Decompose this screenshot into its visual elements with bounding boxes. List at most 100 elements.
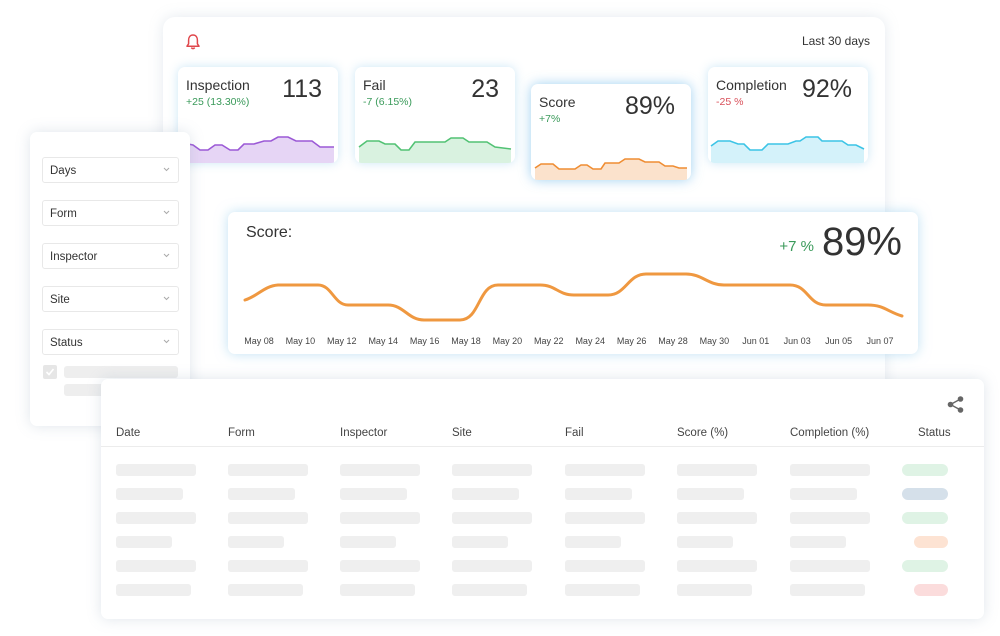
x-tick-label: Jun 01 bbox=[742, 336, 769, 346]
x-tick-label: May 18 bbox=[451, 336, 481, 346]
table-cell-placeholder bbox=[790, 560, 870, 572]
x-tick-label: May 10 bbox=[286, 336, 316, 346]
kpi-delta: -25 % bbox=[716, 96, 744, 108]
table-cell-placeholder bbox=[677, 512, 757, 524]
table-cell-placeholder bbox=[565, 512, 645, 524]
kpi-sparkline bbox=[358, 137, 512, 163]
x-tick-label: May 12 bbox=[327, 336, 357, 346]
kpi-value: 89% bbox=[624, 92, 675, 120]
table-cell-placeholder bbox=[452, 464, 532, 476]
table-cell-placeholder bbox=[116, 584, 191, 596]
filter-select-form[interactable]: Form bbox=[42, 200, 179, 226]
filter-label: Form bbox=[50, 208, 77, 220]
table-cell-placeholder bbox=[565, 584, 640, 596]
x-tick-label: May 14 bbox=[368, 336, 398, 346]
score-chart-title: Score: bbox=[246, 224, 293, 241]
filter-select-inspector[interactable]: Inspector bbox=[42, 243, 179, 269]
chevron-down-icon bbox=[163, 339, 170, 344]
score-chart-card[interactable]: Score: +7 % 89% May 08 May 10 May 12 May 14… bbox=[228, 212, 918, 354]
x-tick-label: May 08 bbox=[244, 336, 274, 346]
filter-select-days[interactable]: Days bbox=[42, 157, 179, 183]
x-tick-label: Jun 07 bbox=[866, 336, 893, 346]
table-cell-placeholder bbox=[116, 512, 196, 524]
kpi-card-score[interactable]: Score +7% 89% bbox=[531, 84, 691, 180]
kpi-value: 92% bbox=[801, 75, 852, 103]
table-cell-placeholder bbox=[340, 512, 420, 524]
kpi-card-completion[interactable]: Completion -25 % 92% bbox=[708, 67, 868, 163]
filter-label: Days bbox=[50, 165, 77, 177]
table-cell-placeholder bbox=[677, 464, 757, 476]
table-cell-placeholder bbox=[228, 560, 308, 572]
score-chart-value: 89% bbox=[821, 220, 902, 264]
table-cell-placeholder bbox=[677, 584, 752, 596]
check-icon bbox=[45, 368, 55, 376]
table-cell-placeholder bbox=[116, 464, 196, 476]
column-header[interactable]: Inspector bbox=[340, 427, 388, 439]
table-cell-placeholder bbox=[116, 488, 183, 500]
table-cell-placeholder bbox=[340, 464, 420, 476]
kpi-value: 23 bbox=[471, 75, 499, 103]
column-header[interactable]: Score (%) bbox=[677, 427, 729, 439]
table-cell-placeholder bbox=[790, 584, 865, 596]
table-cell-placeholder bbox=[677, 560, 757, 572]
table-header-divider bbox=[101, 446, 984, 447]
table-cell-placeholder bbox=[228, 464, 308, 476]
kpi-delta: +25 (13.30%) bbox=[186, 96, 250, 108]
table-cell-placeholder bbox=[677, 536, 733, 548]
x-tick-label: May 26 bbox=[617, 336, 647, 346]
chevron-down-icon bbox=[163, 253, 170, 258]
table-cell-placeholder bbox=[565, 560, 645, 572]
column-header[interactable]: Completion (%) bbox=[790, 427, 870, 439]
table-cell-placeholder bbox=[565, 464, 645, 476]
x-tick-label: May 30 bbox=[700, 336, 730, 346]
filter-select-status[interactable]: Status bbox=[42, 329, 179, 355]
status-badge bbox=[902, 488, 948, 500]
table-cell-placeholder bbox=[228, 536, 284, 548]
filter-label: Inspector bbox=[50, 251, 98, 263]
chevron-down-icon bbox=[163, 296, 170, 301]
filter-panel: Days Form Inspector Site Status bbox=[30, 132, 190, 426]
filter-label: Status bbox=[50, 337, 83, 349]
kpi-card-inspection[interactable]: Inspection +25 (13.30%) 113 bbox=[178, 67, 338, 163]
date-range-label[interactable]: Last 30 days bbox=[801, 34, 870, 48]
chevron-down-icon bbox=[163, 167, 170, 172]
table-cell-placeholder bbox=[677, 488, 744, 500]
kpi-card-fail[interactable]: Fail -7 (6.15%) 23 bbox=[355, 67, 515, 163]
table-cell-placeholder bbox=[790, 536, 846, 548]
table-cell-placeholder bbox=[340, 488, 407, 500]
table-cell-placeholder bbox=[228, 584, 303, 596]
kpi-sparkline bbox=[710, 136, 865, 163]
kpi-label: Inspection bbox=[186, 77, 250, 93]
column-header[interactable]: Form bbox=[228, 427, 255, 439]
table-cell-placeholder bbox=[340, 584, 415, 596]
bell-icon[interactable] bbox=[184, 33, 202, 51]
filter-select-site[interactable]: Site bbox=[42, 286, 179, 312]
table-cell-placeholder bbox=[452, 584, 527, 596]
kpi-label: Completion bbox=[716, 77, 787, 93]
status-badge bbox=[914, 536, 948, 548]
column-header[interactable]: Date bbox=[116, 427, 141, 439]
column-header[interactable]: Fail bbox=[565, 427, 584, 439]
table-cell-placeholder bbox=[452, 560, 532, 572]
table-cell-placeholder bbox=[565, 536, 621, 548]
table-cell-placeholder bbox=[452, 512, 532, 524]
status-badge bbox=[902, 464, 948, 476]
filter-checkbox[interactable] bbox=[43, 365, 57, 379]
x-tick-label: May 28 bbox=[658, 336, 688, 346]
x-tick-label: Jun 05 bbox=[825, 336, 852, 346]
score-line-chart: May 08 May 10 May 12 May 14 May 16 May 18 May … bbox=[243, 272, 904, 346]
column-header[interactable]: Status bbox=[918, 427, 951, 439]
kpi-sparkline bbox=[534, 158, 687, 180]
table-cell-placeholder bbox=[116, 560, 196, 572]
table-cell-placeholder bbox=[228, 512, 308, 524]
x-tick-label: May 16 bbox=[410, 336, 440, 346]
score-chart-delta: +7 % bbox=[779, 238, 814, 255]
kpi-delta: -7 (6.15%) bbox=[363, 96, 413, 108]
table-cell-placeholder bbox=[790, 488, 857, 500]
table-cell-placeholder bbox=[565, 488, 632, 500]
share-icon[interactable] bbox=[946, 395, 965, 414]
kpi-value: 113 bbox=[282, 75, 322, 103]
x-tick-label: May 24 bbox=[575, 336, 605, 346]
column-header[interactable]: Site bbox=[452, 427, 472, 439]
x-tick-label: Jun 03 bbox=[784, 336, 811, 346]
